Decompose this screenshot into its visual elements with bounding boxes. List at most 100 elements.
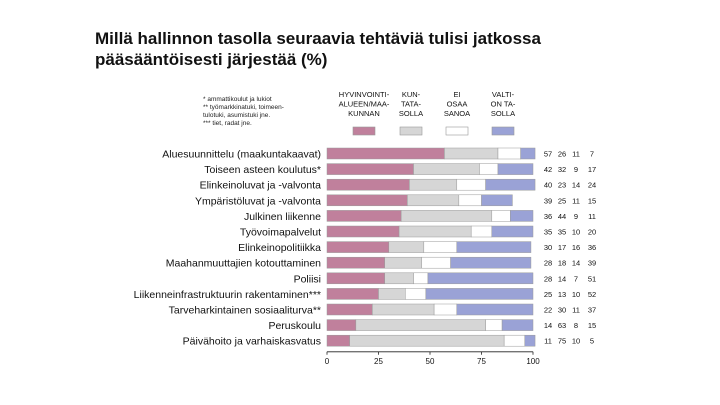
bar-segment-series-3 — [433, 303, 458, 316]
data-label-series-2: 63 — [558, 321, 566, 330]
data-label-series-2: 18 — [558, 259, 566, 268]
bar-segment-series-3 — [423, 241, 458, 253]
category-label: Maahanmuuttajien kotouttaminen — [166, 258, 321, 270]
bar-segment-series-2 — [444, 147, 499, 160]
bar-segment-series-2 — [378, 288, 406, 300]
category-label: Peruskoulu — [268, 320, 321, 332]
data-label-series-1: 39 — [544, 196, 552, 205]
bar-segment-series-2 — [349, 334, 505, 347]
data-label-series-1: 25 — [544, 290, 552, 299]
bar-segment-series-1 — [326, 147, 445, 160]
data-label-series-1: 40 — [544, 181, 552, 190]
data-label-series-3: 14 — [572, 259, 580, 268]
legend-label-3-line-2: OSAA — [447, 100, 468, 109]
footnote-2: ** työmarkkinatuki, toimeen- — [203, 104, 284, 111]
data-label-series-3: 8 — [574, 321, 578, 330]
bar-segment-series-1 — [326, 288, 379, 300]
category-label: Päivähoito ja varhaiskasvatus — [183, 336, 321, 348]
data-label-series-4: 36 — [588, 243, 596, 252]
bar-segment-series-2 — [409, 178, 458, 191]
data-label-series-1: 11 — [544, 337, 552, 346]
data-label-series-2: 32 — [558, 165, 566, 174]
legend-label-2-line-3: SOLLA — [399, 109, 423, 118]
bar-segment-series-2 — [372, 303, 435, 316]
bar-segment-series-4 — [485, 178, 536, 191]
data-label-series-4: 37 — [588, 306, 596, 315]
data-label-series-3: 14 — [572, 181, 580, 190]
data-label-series-3: 9 — [574, 212, 578, 221]
data-label-series-2: 44 — [558, 212, 566, 221]
data-label-series-2: 75 — [558, 337, 566, 346]
x-tick-label: 75 — [477, 357, 486, 366]
bar-segment-series-3 — [503, 334, 526, 347]
chart-title: Millä hallinnon tasolla seuraavia tehtäv… — [95, 28, 615, 70]
data-label-series-3: 10 — [572, 337, 580, 346]
bar-segment-series-2 — [413, 163, 480, 175]
bar-segment-series-2 — [384, 256, 423, 269]
bar-segment-series-4 — [481, 194, 513, 207]
footnotes: * ammattikoulut ja lukiot ** työmarkkina… — [203, 96, 333, 128]
data-label-series-4: 20 — [588, 228, 596, 237]
data-label-series-3: 11 — [572, 150, 580, 159]
legend-label-3-line-3: SANOA — [444, 109, 470, 118]
bar-segment-series-1 — [326, 225, 400, 238]
bar-segment-series-3 — [497, 147, 521, 160]
bar-segment-series-2 — [355, 319, 486, 331]
data-label-series-2: 35 — [558, 228, 566, 237]
data-label-series-1: 28 — [544, 274, 552, 283]
data-label-series-2: 13 — [558, 290, 566, 299]
bar-segment-series-1 — [326, 163, 414, 175]
chart-title-line-1: Millä hallinnon tasolla seuraavia tehtäv… — [95, 29, 541, 48]
category-label: Toiseen asteen koulutus* — [204, 164, 321, 176]
bar-segment-series-1 — [326, 241, 390, 253]
data-label-series-1: 35 — [544, 228, 552, 237]
category-label: Julkinen liikenne — [244, 211, 321, 223]
data-label-series-1: 57 — [544, 150, 552, 159]
x-tick-label: 100 — [526, 357, 540, 366]
category-label: Poliisi — [294, 273, 321, 285]
legend-swatch-4 — [491, 126, 515, 136]
data-label-series-1: 30 — [544, 243, 552, 252]
category-label: Aluesuunnittelu (maakuntakaavat) — [162, 149, 321, 161]
chart-title-line-2: pääsääntöisesti järjestää (%) — [95, 50, 328, 69]
data-label-series-2: 23 — [558, 181, 566, 190]
legend-label-4-line-1: VALTI- — [492, 90, 515, 99]
footnote-3: tulotuki, asumistuki jne. — [203, 112, 271, 119]
data-label-series-4: 5 — [590, 337, 594, 346]
data-label-series-2: 14 — [558, 274, 566, 283]
legend-label-1-line-1: HYVINVOINTI- — [339, 90, 390, 99]
footnote-1: * ammattikoulut ja lukiot — [203, 96, 272, 103]
data-label-series-4: 17 — [588, 165, 596, 174]
legend-swatch-1 — [352, 126, 376, 136]
bar-segment-series-3 — [413, 272, 429, 285]
data-label-series-1: 22 — [544, 306, 552, 315]
data-label-series-4: 39 — [588, 259, 596, 268]
category-label: Tarveharkintainen sosiaaliturva** — [169, 305, 321, 317]
data-label-series-4: 24 — [588, 181, 596, 190]
data-label-series-3: 7 — [574, 274, 578, 283]
legend-swatch-3 — [445, 126, 469, 136]
data-label-series-4: 11 — [588, 212, 596, 221]
bar-segment-series-4 — [501, 319, 534, 331]
bar-segment-series-2 — [398, 225, 472, 238]
legend-label-3-line-1: EI — [453, 90, 460, 99]
data-label-series-2: 26 — [558, 150, 566, 159]
category-label: Liikenneinfrastruktuurin rakentaminen*** — [134, 289, 321, 301]
data-label-series-3: 11 — [572, 306, 580, 315]
bar-segment-series-1 — [326, 194, 408, 207]
bar-segment-series-2 — [384, 272, 414, 285]
bar-segment-series-1 — [326, 256, 385, 269]
legend-label-4-line-3: SOLLA — [491, 109, 515, 118]
bar-segment-series-4 — [510, 210, 534, 222]
category-label: Elinkeinopolitiikka — [238, 242, 321, 254]
category-label: Ympäristöluvat ja -valvonta — [195, 195, 321, 207]
bar-segment-series-4 — [491, 225, 534, 238]
bar-segment-series-4 — [456, 303, 534, 316]
data-label-series-2: 30 — [558, 306, 566, 315]
bar-segment-series-4 — [450, 256, 532, 269]
bar-segment-series-3 — [479, 163, 499, 175]
x-tick-label: 25 — [374, 357, 383, 366]
bar-segment-series-1 — [326, 272, 385, 285]
